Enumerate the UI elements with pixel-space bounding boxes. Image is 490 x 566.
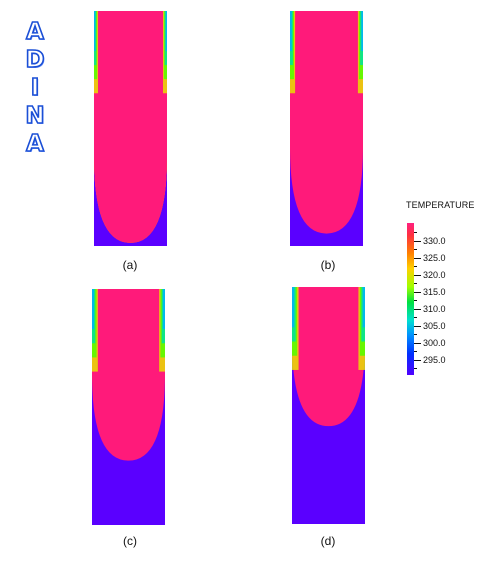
legend-minor-tick — [414, 368, 417, 369]
legend-minor-tick — [414, 351, 417, 352]
legend-minor-tick — [414, 283, 417, 284]
contour-field — [92, 289, 165, 525]
legend-minor-tick — [414, 334, 417, 335]
caption-c: (c) — [123, 534, 137, 548]
contour-field — [292, 287, 365, 524]
legend-tick-330: 330.0 — [414, 236, 446, 246]
adina-logo: A D I N A — [22, 18, 48, 158]
legend-label-325: 325.0 — [423, 253, 446, 263]
legend-tick-315: 315.0 — [414, 287, 446, 297]
logo-letter-n: N — [25, 102, 46, 130]
legend-label-330: 330.0 — [423, 236, 446, 246]
legend-minor-tick — [414, 249, 417, 250]
legend-tick-320: 320.0 — [414, 270, 446, 280]
legend-label-310: 310.0 — [423, 304, 446, 314]
caption-b: (b) — [320, 258, 336, 272]
legend-minor-tick — [414, 266, 417, 267]
temperature-plot-b — [290, 11, 363, 246]
legend-tick-300: 300.0 — [414, 338, 446, 348]
legend-minor-tick — [414, 300, 417, 301]
logo-letter-d: D — [25, 46, 46, 74]
caption-a: (a) — [122, 258, 138, 272]
legend-label-300: 300.0 — [423, 338, 446, 348]
temperature-colorbar — [407, 223, 414, 375]
legend-label-305: 305.0 — [423, 321, 446, 331]
legend-tick-305: 305.0 — [414, 321, 446, 331]
legend-tick-310: 310.0 — [414, 304, 446, 314]
legend-minor-tick — [414, 232, 417, 233]
logo-letter-a2: A — [25, 130, 44, 158]
legend-tick-295: 295.0 — [414, 355, 446, 365]
contour-field — [290, 11, 363, 246]
legend-label-315: 315.0 — [423, 287, 446, 297]
legend-label-295: 295.0 — [423, 355, 446, 365]
contour-field — [94, 11, 167, 246]
temperature-plot-c — [92, 289, 165, 525]
logo-letter-a: A — [25, 18, 44, 46]
temperature-plot-d — [292, 287, 365, 524]
legend-minor-tick — [414, 317, 417, 318]
legend-tick-325: 325.0 — [414, 253, 446, 263]
caption-d: (d) — [320, 534, 336, 548]
legend-label-320: 320.0 — [423, 270, 446, 280]
logo-letter-i: I — [30, 74, 40, 102]
temperature-plot-a — [94, 11, 167, 246]
legend-title: TEMPERATURE — [406, 200, 475, 210]
